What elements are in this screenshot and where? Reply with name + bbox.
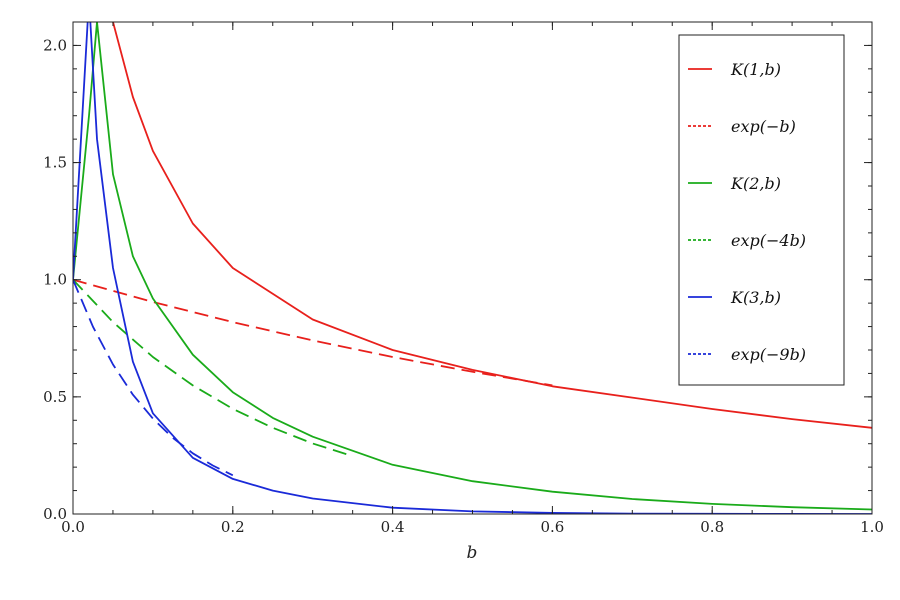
y-tick-label: 2.0	[43, 36, 67, 54]
x-tick-label: 0.8	[700, 518, 724, 536]
x-tick-label: 1.0	[860, 518, 884, 536]
legend-label: exp(−9b)	[731, 345, 806, 364]
x-tick-label: 0.0	[61, 518, 85, 536]
legend-label: K(3,b)	[730, 288, 781, 307]
legend-label: K(2,b)	[730, 174, 781, 193]
legend-label: K(1,b)	[730, 60, 781, 79]
y-tick-label: 1.5	[43, 154, 67, 172]
y-tick-label: 0.5	[43, 388, 67, 406]
series-line-4	[73, 279, 353, 457]
legend-box	[678, 34, 845, 386]
series-line-1	[112, 22, 872, 429]
series-line-6	[73, 279, 234, 477]
series-line-2	[73, 278, 553, 387]
x-tick-label: 0.2	[221, 518, 245, 536]
x-axis-title: b	[467, 543, 478, 563]
y-tick-label: 0.0	[43, 505, 67, 523]
legend: K(1,b) exp(−b) K(2,b) exp(−4b) K(3,b) exp(−9b…	[678, 34, 845, 386]
legend-label: exp(−b)	[731, 117, 796, 136]
series-line-3	[73, 22, 872, 511]
x-tick-label: 0.6	[540, 518, 564, 536]
y-tick-label: 1.0	[43, 271, 67, 289]
legend-label: exp(−4b)	[731, 231, 806, 250]
x-tick-label: 0.4	[381, 518, 405, 536]
axes-layer: 0.0 0.2 0.4 0.6 0.8 1.0 0.0 0.5 1.0 1.5 2.0	[43, 21, 884, 536]
